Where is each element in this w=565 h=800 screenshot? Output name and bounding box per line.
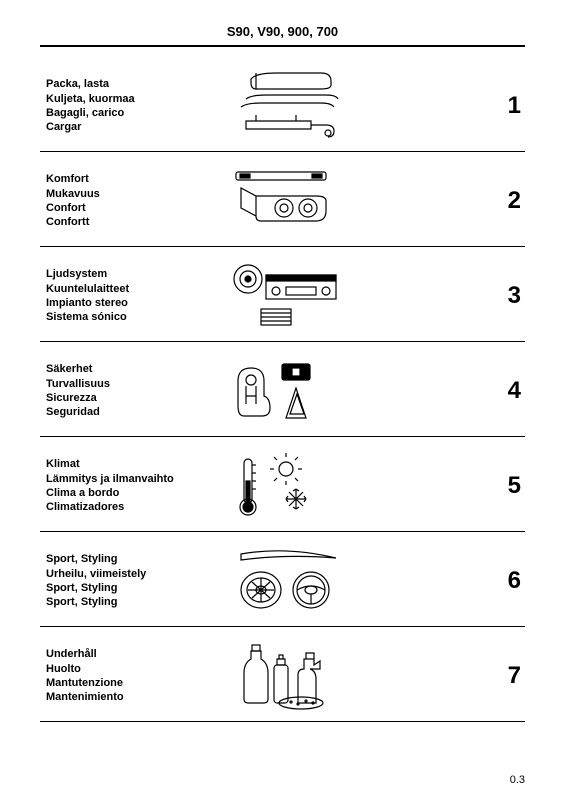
section-labels: Klimat Lämmitys ja ilmanvaihto Clima a b… [40, 457, 226, 514]
label-text: Mantutenzione [46, 676, 226, 690]
section-labels: Ljudsystem Kuuntelulaitteet Impianto ste… [40, 267, 226, 324]
maintenance-icon [226, 641, 481, 711]
label-text: Confort [46, 201, 226, 215]
section-number: 7 [481, 662, 525, 690]
comfort-icon [226, 166, 481, 236]
toc-section: Ljudsystem Kuuntelulaitteet Impianto ste… [40, 247, 525, 342]
section-number: 4 [481, 377, 525, 405]
styling-icon [226, 546, 481, 616]
label-text: Kuljeta, kuormaa [46, 92, 226, 106]
label-text: Lämmitys ja ilmanvaihto [46, 472, 226, 486]
toc-section: Underhåll Huolto Mantutenzione Mantenimi… [40, 627, 525, 722]
label-text: Packa, lasta [46, 77, 226, 91]
label-text: Huolto [46, 662, 226, 676]
label-text: Sport, Styling [46, 552, 226, 566]
section-number: 5 [481, 472, 525, 500]
label-text: Impianto stereo [46, 296, 226, 310]
label-text: Ljudsystem [46, 267, 226, 281]
climate-icon [226, 451, 481, 521]
label-text: Bagagli, carico [46, 106, 226, 120]
label-text: Sport, Styling [46, 595, 226, 609]
section-labels: Säkerhet Turvallisuus Sicurezza Segurida… [40, 362, 226, 419]
toc-section: Packa, lasta Kuljeta, kuormaa Bagagli, c… [40, 57, 525, 152]
label-text: Turvallisuus [46, 377, 226, 391]
section-labels: Sport, Styling Urheilu, viimeistely Spor… [40, 552, 226, 609]
section-labels: Packa, lasta Kuljeta, kuormaa Bagagli, c… [40, 77, 226, 134]
label-text: Kuuntelulaitteet [46, 282, 226, 296]
section-number: 6 [481, 567, 525, 595]
label-text: Underhåll [46, 647, 226, 661]
label-text: Clima a bordo [46, 486, 226, 500]
safety-icon [226, 356, 481, 426]
toc-section: Klimat Lämmitys ja ilmanvaihto Clima a b… [40, 437, 525, 532]
section-number: 3 [481, 282, 525, 310]
label-text: Seguridad [46, 405, 226, 419]
label-text: Komfort [46, 172, 226, 186]
label-text: Confortt [46, 215, 226, 229]
label-text: Sport, Styling [46, 581, 226, 595]
catalog-toc-page: { "header": { "title": "S90, V90, 900, 7… [0, 0, 565, 800]
toc-section: Säkerhet Turvallisuus Sicurezza Segurida… [40, 342, 525, 437]
label-text: Urheilu, viimeistely [46, 567, 226, 581]
section-labels: Komfort Mukavuus Confort Confortt [40, 172, 226, 229]
section-number: 1 [481, 92, 525, 120]
cargo-icon [226, 71, 481, 141]
label-text: Climatizadores [46, 500, 226, 514]
label-text: Mantenimiento [46, 690, 226, 704]
label-text: Sicurezza [46, 391, 226, 405]
section-number: 2 [481, 187, 525, 215]
label-text: Sistema sónico [46, 310, 226, 324]
audio-icon [226, 261, 481, 331]
toc-section: Komfort Mukavuus Confort Confortt [40, 152, 525, 247]
label-text: Klimat [46, 457, 226, 471]
section-labels: Underhåll Huolto Mantutenzione Mantenimi… [40, 647, 226, 704]
page-number: 0.3 [510, 774, 525, 786]
label-text: Mukavuus [46, 187, 226, 201]
page-title: S90, V90, 900, 700 [40, 24, 525, 47]
toc-section: Sport, Styling Urheilu, viimeistely Spor… [40, 532, 525, 627]
label-text: Säkerhet [46, 362, 226, 376]
label-text: Cargar [46, 120, 226, 134]
